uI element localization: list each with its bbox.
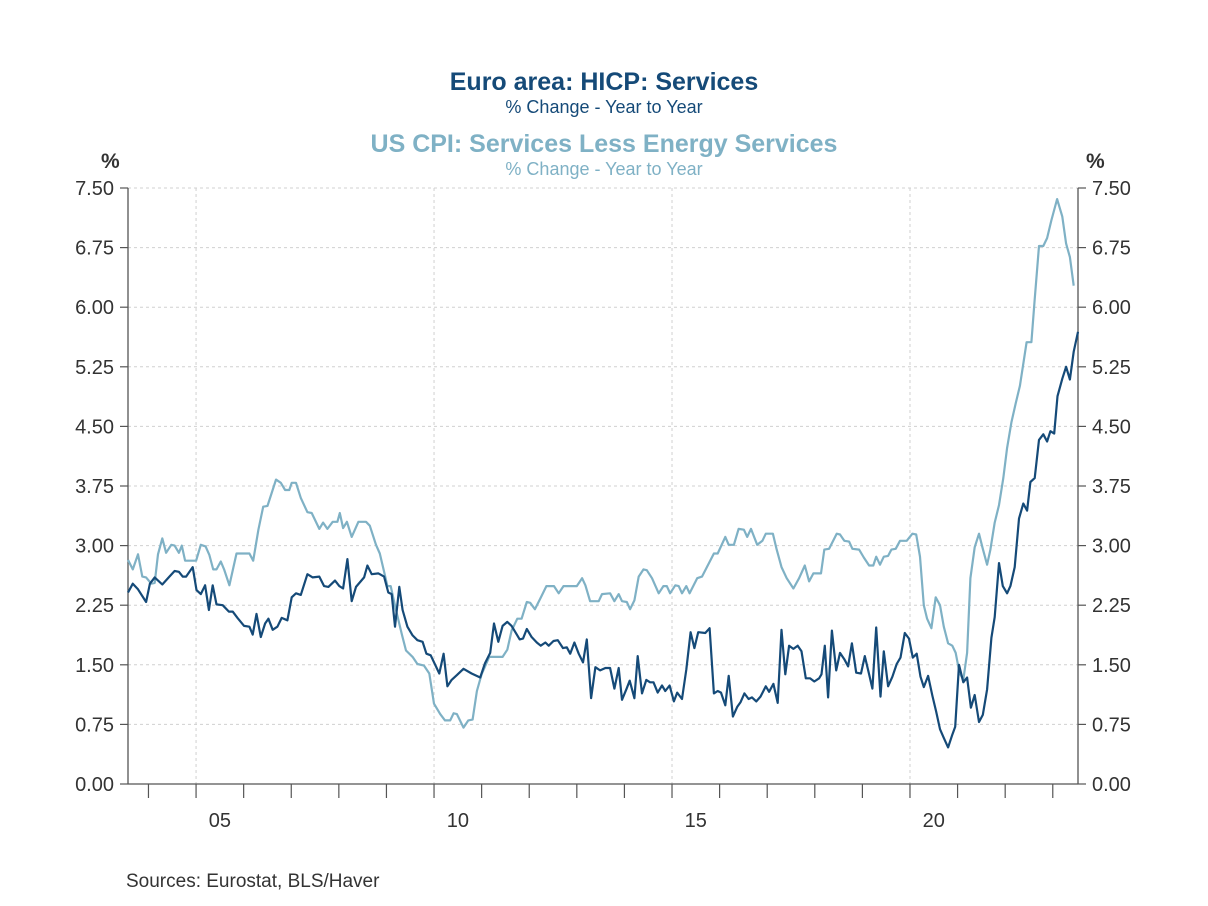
x-tick-label: 15 bbox=[685, 810, 707, 832]
right-axis-unit: % bbox=[1086, 150, 1105, 173]
left-y-tick-label: 1.50 bbox=[75, 655, 114, 677]
left-y-tick-label: 7.50 bbox=[75, 178, 114, 200]
right-y-tick-label: 0.00 bbox=[1092, 774, 1131, 796]
series-line-euro-hicp-services bbox=[127, 331, 1080, 749]
left-y-tick-label: 5.25 bbox=[75, 357, 114, 379]
left-y-tick-label: 6.75 bbox=[75, 238, 114, 260]
x-tick-label: 05 bbox=[209, 810, 231, 832]
right-y-tick-label: 4.50 bbox=[1092, 416, 1131, 438]
x-tick-label: 20 bbox=[923, 810, 945, 832]
x-tick-label: 10 bbox=[447, 810, 469, 832]
chart-subtitle-us: % Change - Year to Year bbox=[505, 159, 703, 179]
chart-subtitle-euro: % Change - Year to Year bbox=[505, 97, 703, 117]
right-y-tick-label: 3.00 bbox=[1092, 536, 1131, 558]
chart-title-euro: Euro area: HICP: Services bbox=[449, 68, 759, 96]
right-y-tick-label: 2.25 bbox=[1092, 595, 1131, 617]
left-y-tick-label: 2.25 bbox=[75, 595, 114, 617]
right-y-tick-label: 7.50 bbox=[1092, 178, 1131, 200]
left-y-tick-label: 6.00 bbox=[75, 297, 114, 319]
right-y-tick-label: 6.00 bbox=[1092, 297, 1131, 319]
right-y-tick-label: 6.75 bbox=[1092, 238, 1131, 260]
right-y-tick-label: 3.75 bbox=[1092, 476, 1131, 498]
sources-note: Sources: Eurostat, BLS/Haver bbox=[126, 871, 380, 892]
left-y-tick-label: 3.75 bbox=[75, 476, 114, 498]
left-y-tick-label: 3.00 bbox=[75, 536, 114, 558]
chart-title-us: US CPI: Services Less Energy Services bbox=[370, 130, 838, 158]
right-y-tick-label: 0.75 bbox=[1092, 714, 1131, 736]
left-axis-unit: % bbox=[101, 150, 120, 173]
right-y-tick-label: 5.25 bbox=[1092, 357, 1131, 379]
right-y-tick-label: 1.50 bbox=[1092, 655, 1131, 677]
series-line-us-cpi-services bbox=[127, 198, 1075, 729]
left-y-tick-label: 0.75 bbox=[75, 714, 114, 736]
left-y-tick-label: 4.50 bbox=[75, 416, 114, 438]
left-y-tick-label: 0.00 bbox=[75, 774, 114, 796]
